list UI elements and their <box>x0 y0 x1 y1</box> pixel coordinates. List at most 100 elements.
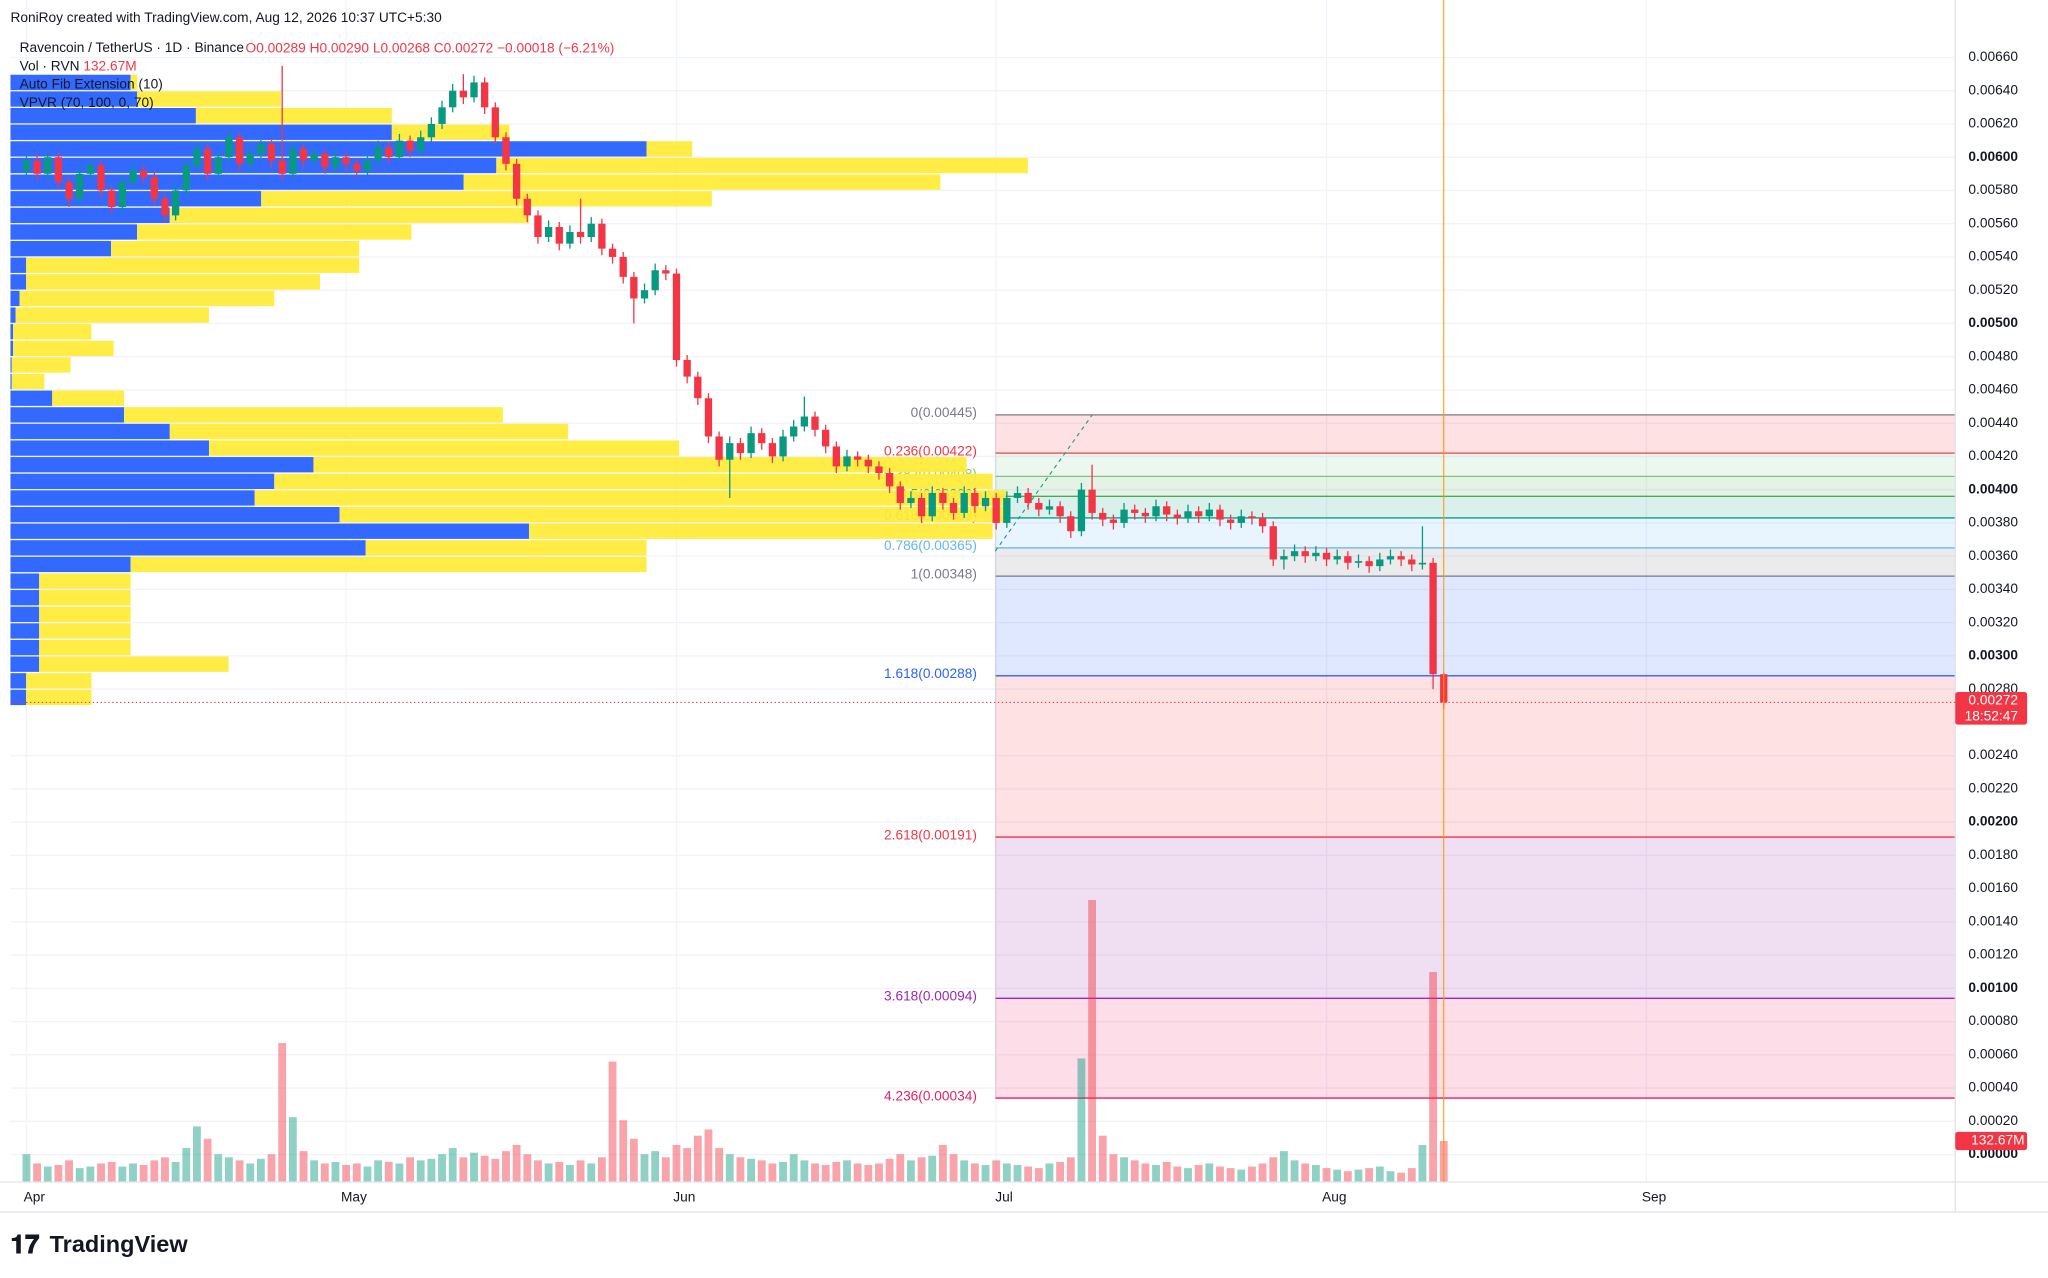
volume-bar <box>693 1135 702 1183</box>
volume-bar <box>821 1165 830 1183</box>
candle-body <box>203 148 212 174</box>
vp-up <box>10 390 53 406</box>
candle-body <box>1365 561 1373 567</box>
candle-body <box>1035 502 1043 510</box>
candle-body <box>523 198 531 216</box>
volume-bar <box>150 1160 159 1183</box>
volume-bar <box>75 1168 84 1183</box>
volume-bar <box>54 1165 63 1183</box>
fib-zone <box>995 675 1956 838</box>
candle-body <box>1216 509 1224 520</box>
volume-bar <box>1279 1151 1288 1183</box>
candle-body <box>353 163 361 171</box>
fib-label: 0.786(0.00365) <box>884 538 977 553</box>
volume-bar <box>1386 1171 1395 1183</box>
y-tick-label: 0.00620 <box>1968 116 2018 131</box>
candle-body <box>1163 506 1171 515</box>
fib-label: 1(0.00348) <box>911 566 977 581</box>
y-tick-label: 0.00380 <box>1968 515 2018 530</box>
volume-bar <box>1311 1165 1320 1183</box>
volume-last-box <box>1955 1131 2028 1151</box>
candle-body <box>289 148 297 174</box>
candle-body <box>917 497 926 517</box>
candle-body <box>225 137 233 158</box>
candle-body <box>790 426 798 437</box>
volume-bar <box>896 1154 905 1183</box>
candle-body <box>395 140 404 158</box>
candle-body <box>1386 556 1395 560</box>
volume-bar <box>800 1160 809 1183</box>
volume-bar <box>597 1157 606 1183</box>
y-tick-label: 0.00640 <box>1968 82 2018 97</box>
candle-body <box>981 497 990 507</box>
candle-body <box>672 273 681 361</box>
volume-bar <box>1375 1166 1384 1183</box>
vp-up <box>10 606 40 622</box>
candle-body <box>406 140 414 151</box>
volume-bar <box>949 1154 958 1183</box>
vp-up <box>10 290 20 307</box>
volume-bar <box>459 1157 468 1183</box>
candle-body <box>619 256 627 277</box>
volume-bar <box>683 1148 692 1183</box>
vp-down <box>19 290 275 307</box>
candle-body <box>758 433 766 444</box>
candle-body <box>502 137 510 164</box>
volume-bar <box>1407 1168 1416 1183</box>
vp-down <box>130 74 138 91</box>
fib-zone <box>995 576 1956 676</box>
volume-bar <box>1354 1169 1363 1183</box>
volume-bar <box>725 1154 734 1183</box>
vp-down <box>13 324 92 340</box>
y-tick-label: 0.00600 <box>1968 149 2018 164</box>
y-tick-label: 0.00560 <box>1968 215 2018 230</box>
vp-up <box>10 107 196 124</box>
candle-body <box>1376 559 1384 567</box>
candle-body <box>598 223 606 249</box>
candle-body <box>1099 512 1107 520</box>
candle-body <box>427 123 436 138</box>
volume-bar <box>1290 1160 1299 1183</box>
volume-bar <box>1013 1165 1022 1183</box>
candle-body <box>1067 516 1075 532</box>
candle-body <box>800 416 809 427</box>
volume-bar <box>512 1144 521 1183</box>
candle-body <box>1226 519 1235 523</box>
vp-up <box>10 307 16 323</box>
volume-bars <box>22 900 1448 1183</box>
volume-bar <box>480 1155 489 1183</box>
volume-bar <box>1322 1168 1331 1183</box>
fib-label: 4.236(0.00034) <box>884 1088 977 1103</box>
vp-up <box>10 373 12 390</box>
candle-body <box>544 227 553 237</box>
vp-up <box>10 673 27 689</box>
volume-bar <box>203 1138 212 1183</box>
volume-bar <box>352 1163 361 1183</box>
volume-bar <box>640 1154 649 1183</box>
candle-body <box>1344 556 1352 563</box>
candle-body <box>843 456 851 467</box>
volume-bar <box>438 1154 446 1183</box>
volume-bar <box>1152 1165 1160 1183</box>
vp-down <box>26 673 92 689</box>
vp-up <box>10 590 40 606</box>
candle-body <box>896 486 904 503</box>
vp-down <box>130 556 647 573</box>
logo-mark: 𝟏𝟕 <box>10 1229 40 1259</box>
volume-bar <box>1333 1169 1342 1183</box>
volume-bar <box>1045 1163 1054 1183</box>
candle-body <box>33 160 41 174</box>
vp-down <box>26 274 321 290</box>
candle-body <box>640 290 649 299</box>
volume-bar <box>267 1154 276 1183</box>
volume-bar <box>193 1126 201 1183</box>
candle-body <box>1322 552 1331 560</box>
candle-body <box>22 160 31 171</box>
y-tick-label: 0.00480 <box>1968 348 2018 363</box>
candle-body <box>278 160 286 174</box>
candle-body <box>374 147 382 161</box>
volume-bar <box>1066 1157 1075 1183</box>
candle-body <box>1141 512 1150 517</box>
vp-down <box>39 606 131 622</box>
volume-bar <box>1077 1058 1086 1183</box>
